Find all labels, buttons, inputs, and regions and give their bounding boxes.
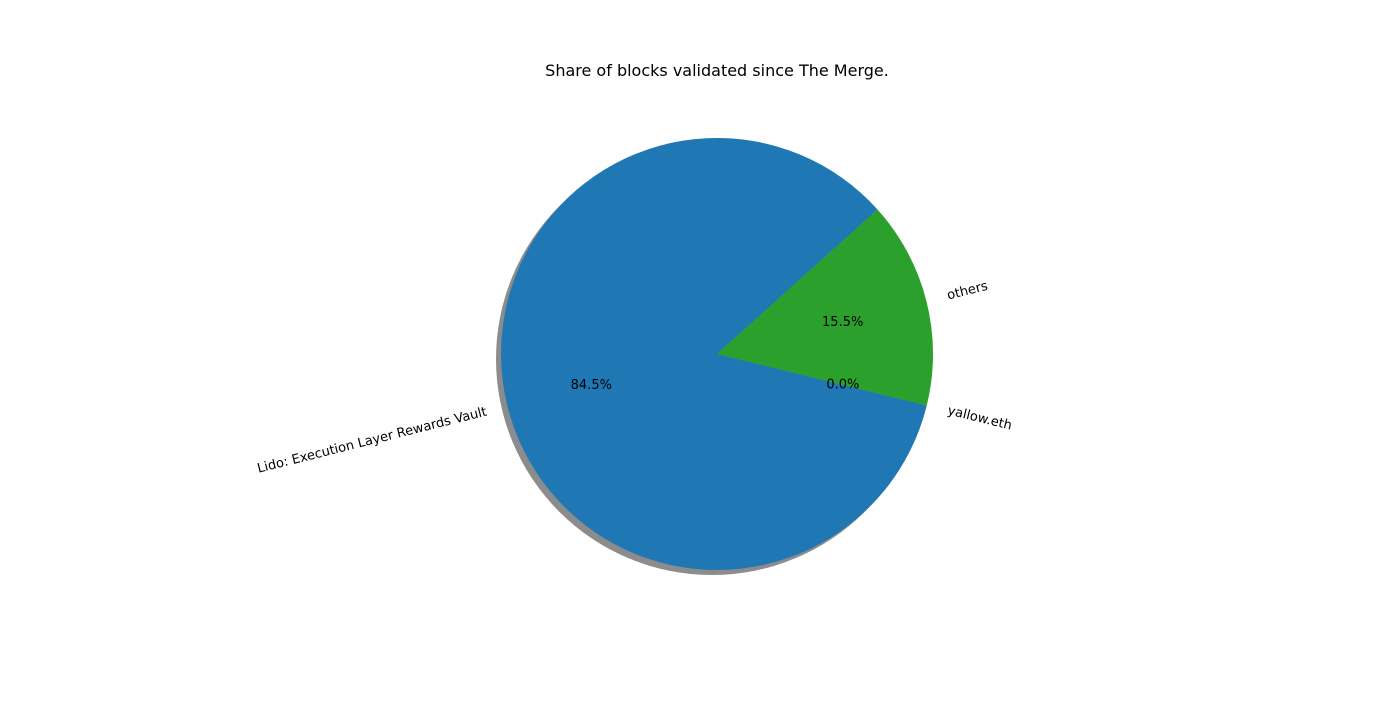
pie-slice-others xyxy=(717,209,933,406)
pie-slice-lido-execution-layer-rewards-vault xyxy=(501,138,927,571)
pie-pct-label-lido-execution-layer-rewards-vault: 84.5% xyxy=(571,378,612,393)
pie-pct-label-others: 15.5% xyxy=(822,315,863,330)
pie-pct-label-yallow-eth: 0.0% xyxy=(826,377,859,392)
pie-label-yallow-eth: yallow.eth xyxy=(946,403,1013,433)
chart-title: Share of blocks validated since The Merg… xyxy=(545,61,889,80)
pie-label-others: others xyxy=(946,279,990,304)
pie-label-lido-execution-layer-rewards-vault: Lido: Execution Layer Rewards Vault xyxy=(256,405,489,477)
pie-slices xyxy=(501,138,933,571)
